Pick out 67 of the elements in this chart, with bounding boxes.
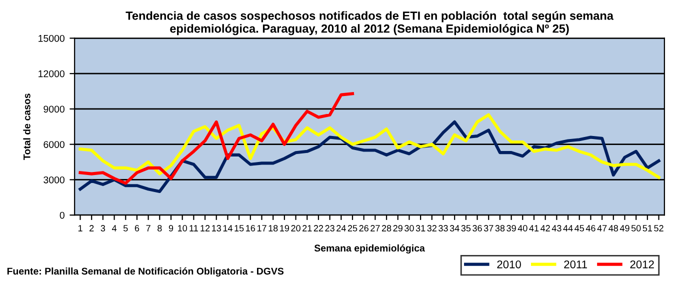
y-tick-label: 0 [60,212,64,219]
x-tick-label: 44 [563,225,573,232]
x-tick-label: 38 [495,225,505,232]
x-tick-label: 40 [518,225,528,232]
legend-label: 2012 [630,260,654,268]
y-tick-label: 6000 [44,141,64,148]
x-tick-label: 35 [461,225,471,232]
chart-title: Tendencia de casos sospechosos notificados de ETI en población total según semana epidemiológica. Paraguay, 2010 al 2012 (Semana Epidemiológica Nº 25) [126,11,614,36]
x-tick-label: 30 [404,225,414,232]
x-tick-label: 2 [90,225,94,232]
x-tick-label: 36 [472,225,482,232]
x-tick-label: 48 [608,225,618,232]
x-tick-label: 19 [280,225,290,232]
x-tick-label: 27 [370,225,380,232]
x-tick-label: 4 [112,225,117,232]
x-tick-label: 3 [100,225,106,232]
x-tick-label: 11 [190,225,198,232]
source-note: Fuente: Planilla Semanal de Notificación Obligatoria - DGVS [7,267,284,277]
x-tick-label: 33 [438,225,448,232]
x-tick-label: 42 [540,225,550,232]
x-tick-label: 41 [529,225,539,232]
x-tick-label: 32 [427,225,436,232]
y-tick-label: 9000 [44,106,64,113]
x-tick-label: 1 [78,225,82,232]
y-tick-label: 3000 [44,176,64,184]
x-tick-label: 14 [223,225,232,232]
line-series [78,92,354,185]
x-tick-label: 43 [552,225,562,232]
x-tick-label: 5 [123,225,128,232]
x-tick-label: 45 [574,225,584,232]
x-tick-label: 39 [506,225,516,232]
x-axis-title: Semana epidemiológica [314,244,425,254]
x-tick-label: 22 [314,225,324,232]
legend-label: 2011 [564,260,587,268]
x-tick-label: 15 [234,225,244,232]
x-tick-label: 51 [642,225,652,232]
x-tick-label: 34 [450,225,460,232]
x-tick-label: 49 [620,225,630,232]
x-tick-label: 6 [134,225,140,232]
x-tick-label: 26 [359,225,368,232]
x-tick-label: 52 [654,225,664,232]
y-tick-label: 15000 [38,34,64,42]
x-tick-label: 31 [416,225,426,232]
x-tick-label: 12 [200,225,210,232]
x-tick-label: 23 [325,225,334,232]
x-tick-label: 17 [257,225,266,232]
x-tick-label: 46 [586,225,596,232]
x-tick-label: 28 [382,225,392,232]
x-tick-label: 8 [158,225,162,232]
x-tick-label: 20 [291,225,300,232]
x-tick-label: 24 [336,225,346,232]
x-tick-label: 18 [268,225,278,232]
x-tick-label: 10 [178,225,188,232]
x-tick-label: 29 [393,225,402,232]
x-tick-label: 25 [348,225,358,232]
x-tick-label: 37 [484,225,494,232]
x-tick-label: 9 [168,225,174,232]
x-tick-label: 7 [146,225,150,232]
legend-label: 2010 [497,260,521,268]
x-tick-label: 13 [212,225,221,232]
y-axis-title: Total de casos [23,94,30,160]
x-tick-label: 16 [246,225,256,232]
line-series [78,113,660,179]
x-tick-label: 50 [631,225,641,232]
y-tick-label: 12000 [38,70,64,78]
x-tick-label: 21 [302,225,312,232]
x-tick-label: 47 [597,225,607,232]
